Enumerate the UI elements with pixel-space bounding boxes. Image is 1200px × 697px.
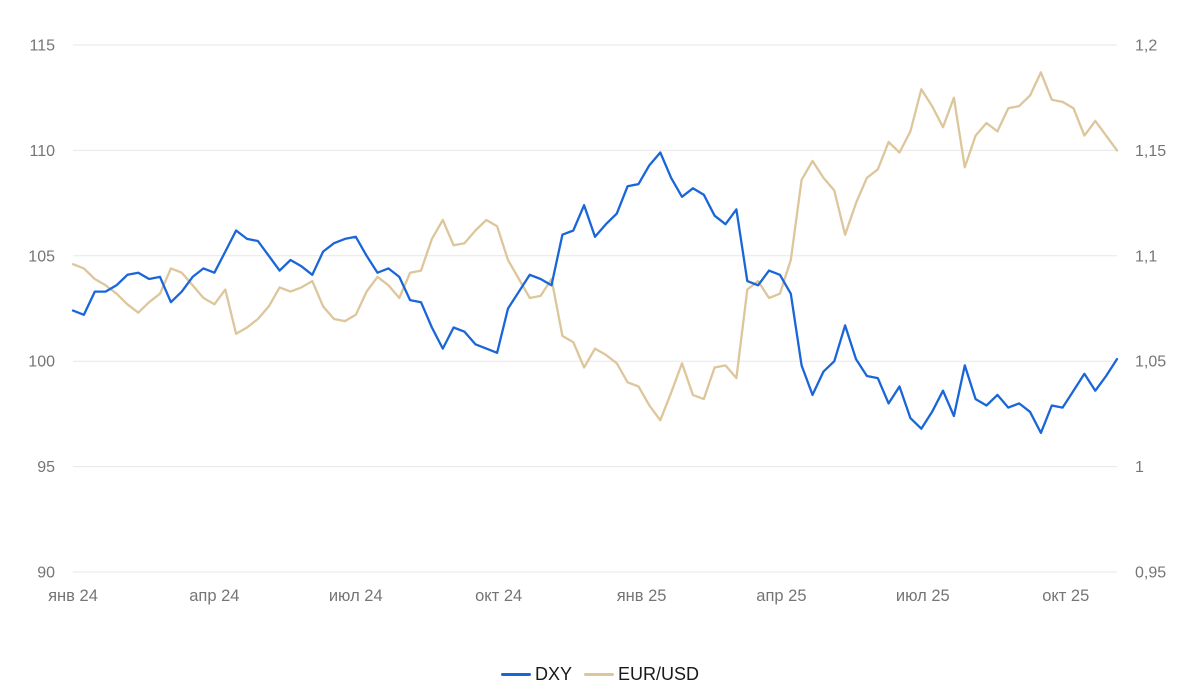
- right-axis-tick-label: 1,2: [1135, 38, 1157, 55]
- left-axis-tick-label: 90: [37, 565, 55, 582]
- x-axis-tick-label: янв 24: [48, 587, 98, 605]
- left-axis-tick-label: 95: [37, 459, 55, 476]
- x-axis-tick-label: окт 24: [475, 587, 522, 605]
- right-axis-tick-label: 1,15: [1135, 143, 1166, 160]
- series-line-dxy: [71, 151, 1119, 435]
- right-axis-tick-label: 1: [1135, 459, 1144, 476]
- left-axis-tick-label: 115: [29, 38, 55, 55]
- legend-label-eurusd: EUR/USD: [618, 663, 700, 684]
- chart-legend: DXY EUR/USD: [0, 660, 1200, 688]
- x-axis-tick-label: июл 25: [896, 587, 950, 605]
- eurusd-line-swatch-icon: [584, 672, 614, 676]
- legend-label-dxy: DXY: [534, 663, 572, 684]
- left-axis-tick-label: 105: [28, 248, 55, 265]
- x-axis-tick-label: июл 24: [329, 587, 383, 605]
- x-axis-tick-label: апр 25: [756, 587, 806, 605]
- right-axis-tick-label: 0,95: [1135, 565, 1166, 582]
- legend-item-dxy[interactable]: DXY: [500, 663, 572, 685]
- dxy-line-swatch-icon: [500, 672, 531, 676]
- left-axis-tick-label: 100: [28, 354, 55, 371]
- dxy-eurusd-line-chart: 90 0,95 95 1 100 1,05 105 1,1 110 1,15 115 1,2 янв 2…: [28, 38, 1166, 606]
- right-axis-tick-label: 1,05: [1135, 354, 1166, 371]
- x-axis-tick-label: апр 24: [189, 587, 239, 605]
- right-axis-tick-label: 1,1: [1135, 248, 1157, 265]
- left-axis-tick-label: 110: [29, 143, 55, 160]
- legend-item-eurusd[interactable]: EUR/USD: [584, 664, 699, 685]
- series-line-eur-usd: [71, 71, 1119, 422]
- x-axis-tick-label: окт 25: [1042, 587, 1089, 605]
- x-axis-tick-label: янв 25: [617, 587, 667, 605]
